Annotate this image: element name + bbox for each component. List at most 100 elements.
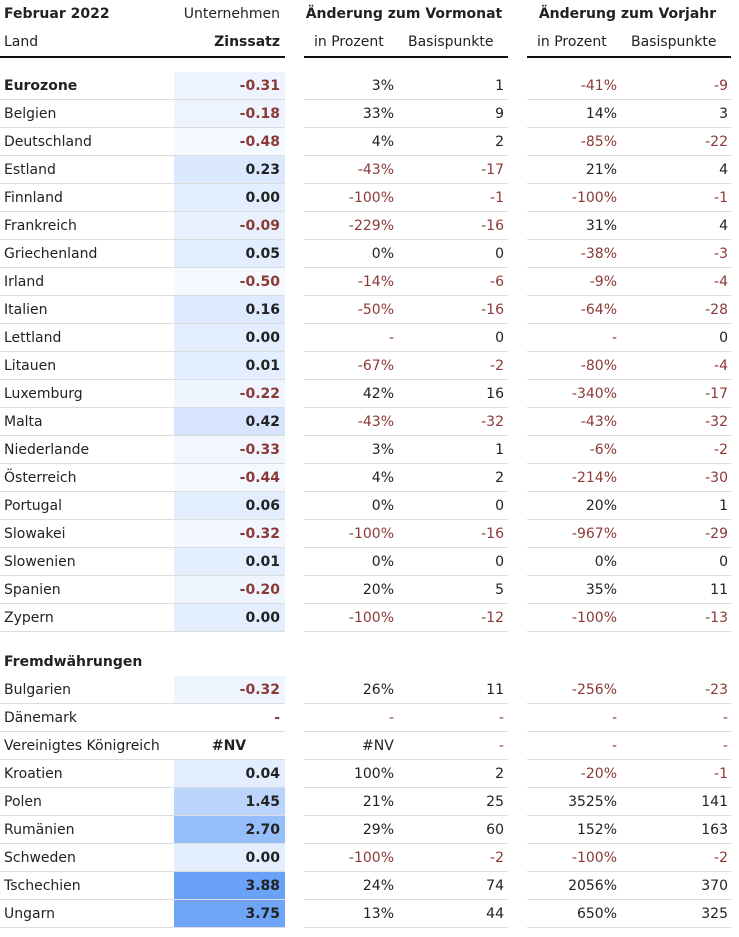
vm-bp-cell: -16 xyxy=(481,218,504,234)
row-divider xyxy=(0,127,285,128)
vm-pct-cell: 3% xyxy=(371,442,394,458)
table-row: Kroatien 0.04 100% 2 -20% -1 xyxy=(0,760,739,788)
vj-bp-cell: -13 xyxy=(705,610,728,626)
row-divider xyxy=(527,899,731,900)
country-cell: Deutschland xyxy=(4,134,92,150)
vj-pct-cell: 2056% xyxy=(568,878,617,894)
section-title: Fremdwährungen xyxy=(4,654,143,670)
vj-pct-cell: -256% xyxy=(571,682,617,698)
vj-bp-cell: -9 xyxy=(714,78,728,94)
vj-bp-cell: 1 xyxy=(719,498,728,514)
vm-pct-cell: 21% xyxy=(362,794,394,810)
country-cell: Zypern xyxy=(4,610,54,626)
company-label: Unternehmen xyxy=(183,6,280,22)
vj-bp-cell: 325 xyxy=(701,906,728,922)
row-divider xyxy=(0,759,285,760)
vj-bp-cell: 141 xyxy=(701,794,728,810)
row-divider xyxy=(304,731,508,732)
table-row: Polen 1.45 21% 25 3525% 141 xyxy=(0,788,739,816)
vm-bp-cell: -17 xyxy=(481,162,504,178)
row-divider xyxy=(0,323,285,324)
table-row: Dänemark - - - - - xyxy=(0,704,739,732)
vm-bp-cell: 0 xyxy=(495,554,504,570)
table-row: Bulgarien -0.32 26% 11 -256% -23 xyxy=(0,676,739,704)
rate-cell: -0.50 xyxy=(174,268,285,296)
country-cell: Spanien xyxy=(4,582,61,598)
row-divider xyxy=(0,491,285,492)
row-divider xyxy=(0,239,285,240)
vj-pct-cell: -80% xyxy=(580,358,617,374)
row-divider xyxy=(0,463,285,464)
vj-bp-cell: -28 xyxy=(705,302,728,318)
vm-bp-cell: 2 xyxy=(495,134,504,150)
vj-bp-header: Basispunkte xyxy=(631,34,717,50)
table-row: Irland -0.50 -14% -6 -9% -4 xyxy=(0,268,739,296)
vj-pct-cell: 152% xyxy=(576,822,617,838)
row-divider xyxy=(0,703,285,704)
table-row: Litauen 0.01 -67% -2 -80% -4 xyxy=(0,352,739,380)
vm-bp-cell: 0 xyxy=(495,498,504,514)
table-row: Italien 0.16 -50% -16 -64% -28 xyxy=(0,296,739,324)
row-divider xyxy=(304,759,508,760)
row-divider xyxy=(304,871,508,872)
country-cell: Italien xyxy=(4,302,48,318)
vm-bp-cell: 9 xyxy=(495,106,504,122)
country-cell: Finnland xyxy=(4,190,63,206)
vj-bp-cell: -4 xyxy=(714,274,728,290)
row-divider xyxy=(304,519,508,520)
vj-pct-cell: -100% xyxy=(571,190,617,206)
row-divider xyxy=(0,843,285,844)
country-cell: Malta xyxy=(4,414,43,430)
rate-cell: 0.42 xyxy=(174,408,285,436)
vm-bp-cell: 74 xyxy=(486,878,504,894)
row-divider xyxy=(527,631,731,632)
row-divider xyxy=(304,463,508,464)
vj-bp-cell: -4 xyxy=(714,358,728,374)
rate-cell: -0.31 xyxy=(174,72,285,100)
row-divider xyxy=(304,99,508,100)
vm-pct-cell: 24% xyxy=(362,878,394,894)
vj-bp-cell: -23 xyxy=(705,682,728,698)
country-cell: Belgien xyxy=(4,106,57,122)
vm-pct-cell: -229% xyxy=(348,218,394,234)
table-row: Rumänien 2.70 29% 60 152% 163 xyxy=(0,816,739,844)
table-row: Portugal 0.06 0% 0 20% 1 xyxy=(0,492,739,520)
vm-pct-cell: 42% xyxy=(362,386,394,402)
rate-cell: 0.01 xyxy=(174,548,285,576)
row-divider xyxy=(527,787,731,788)
country-cell: Luxemburg xyxy=(4,386,83,402)
vm-pct-cell: -50% xyxy=(357,302,394,318)
row-divider xyxy=(527,99,731,100)
row-divider xyxy=(527,491,731,492)
rate-column-header: Zinssatz xyxy=(214,34,280,50)
row-divider xyxy=(0,731,285,732)
table-row: Österreich -0.44 4% 2 -214% -30 xyxy=(0,464,739,492)
row-divider xyxy=(304,407,508,408)
row-divider xyxy=(527,547,731,548)
vm-pct-cell: -100% xyxy=(348,850,394,866)
row-divider xyxy=(527,463,731,464)
rate-cell: 0.06 xyxy=(174,492,285,520)
row-divider xyxy=(304,183,508,184)
country-cell: Litauen xyxy=(4,358,57,374)
row-divider xyxy=(0,351,285,352)
row-divider xyxy=(304,267,508,268)
rate-cell: -0.32 xyxy=(174,676,285,704)
vj-bp-cell: 3 xyxy=(719,106,728,122)
vm-pct-cell: 13% xyxy=(362,906,394,922)
country-cell: Bulgarien xyxy=(4,682,71,698)
vm-bp-cell: -16 xyxy=(481,302,504,318)
vj-pct-cell: -41% xyxy=(580,78,617,94)
table-row: Belgien -0.18 33% 9 14% 3 xyxy=(0,100,739,128)
row-divider xyxy=(304,631,508,632)
row-divider xyxy=(0,547,285,548)
rate-cell: 0.00 xyxy=(174,604,285,632)
row-divider xyxy=(0,787,285,788)
header-rule-left xyxy=(0,56,285,58)
row-divider xyxy=(304,815,508,816)
vm-pct-cell: 100% xyxy=(353,766,394,782)
row-divider xyxy=(304,155,508,156)
row-divider xyxy=(304,295,508,296)
country-cell: Eurozone xyxy=(4,78,78,94)
vj-bp-cell: -2 xyxy=(714,850,728,866)
